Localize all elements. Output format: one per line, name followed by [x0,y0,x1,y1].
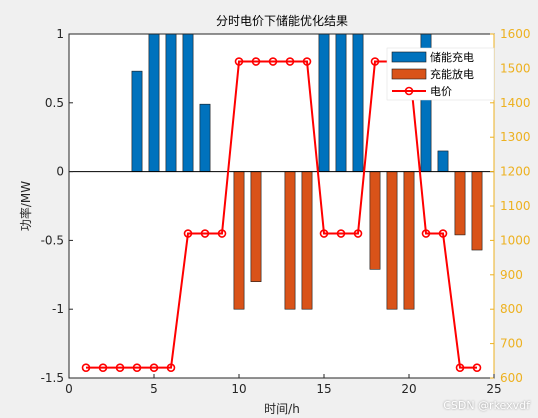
discharge-bar-13 [284,171,296,310]
price-marker-24 [472,363,482,372]
charge-bar-15 [318,33,330,172]
right-tick-label: 1400 [500,96,531,110]
right-tick-label: 900 [500,268,523,282]
price-marker-21 [421,229,431,238]
y-axis-left-label: 功率/MW [18,181,33,231]
charge-bar-8 [199,103,211,172]
charge-bar-7 [182,33,194,172]
left-tick-label: 0 [56,165,64,179]
charge-bar-6 [165,33,177,172]
right-tick-label: 700 [500,337,523,351]
discharge-bar-23 [454,171,466,236]
price-marker-9 [217,229,227,238]
legend-marker-price [404,86,414,96]
price-marker-16 [336,229,346,238]
price-marker-11 [251,57,261,66]
right-tick-label: 1200 [500,165,531,179]
right-tick-label: 1500 [500,61,531,75]
price-marker-2 [98,363,108,372]
price-marker-18 [370,57,380,66]
chart-title: 分时电价下储能优化结果 [216,13,348,28]
x-tick-label: 10 [231,382,246,396]
price-marker-15 [319,229,329,238]
legend: 储能充电 充能放电 电价 [386,47,495,101]
right-tick-label: 1000 [500,233,531,247]
left-tick-label: 1 [56,27,64,41]
left-tick-label: -0.5 [41,233,64,247]
discharge-bar-24 [471,171,483,251]
right-tick-label: 1300 [500,130,531,144]
price-marker-6 [166,363,176,372]
charge-bar-22 [437,150,449,172]
legend-swatch-discharge [391,68,427,80]
charge-bar-4 [131,70,143,172]
discharge-bar-19 [386,171,398,310]
legend-label-charge: 储能充电 [430,50,474,64]
discharge-bar-20 [403,171,415,310]
price-marker-7 [183,229,193,238]
price-marker-17 [353,229,363,238]
price-marker-22 [438,229,448,238]
discharge-bar-14 [301,171,313,310]
price-marker-13 [285,57,295,66]
watermark: CSDN @rkexvdf [443,399,530,412]
left-tick-label: -1.5 [41,371,64,385]
charge-bar-16 [335,33,347,172]
price-marker-23 [455,363,465,372]
right-tick-label: 1600 [500,27,531,41]
price-marker-4 [132,363,142,372]
price-marker-1 [81,363,91,372]
x-tick-label: 25 [486,382,501,396]
charge-bar-17 [352,33,364,172]
charge-bar-5 [148,33,160,172]
x-tick-label: 20 [401,382,416,396]
price-marker-14 [302,57,312,66]
price-marker-3 [115,363,125,372]
left-tick-label: 0.5 [45,96,64,110]
left-tick-label: -1 [52,302,64,316]
right-tick-label: 600 [500,371,523,385]
legend-label-discharge: 充能放电 [430,67,474,81]
price-marker-12 [268,57,278,66]
discharge-bar-10 [233,171,245,310]
price-marker-8 [200,229,210,238]
discharge-bar-18 [369,171,381,270]
discharge-bar-11 [250,171,262,282]
right-tick-label: 1100 [500,199,531,213]
x-tick-label: 15 [316,382,331,396]
price-marker-10 [234,57,244,66]
x-tick-label: 0 [65,382,73,396]
price-marker-5 [149,363,159,372]
legend-swatch-charge [391,51,427,63]
legend-label-price: 电价 [430,85,452,98]
x-tick-label: 5 [150,382,158,396]
x-axis-label: 时间/h [264,402,300,416]
right-tick-label: 800 [500,302,523,316]
